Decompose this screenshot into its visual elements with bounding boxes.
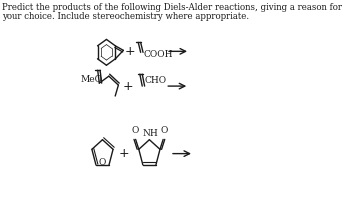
Text: COOH: COOH <box>143 50 173 59</box>
Text: O: O <box>131 126 139 136</box>
Text: Predict the products of the following Diels-Alder reactions, giving a reason for: Predict the products of the following Di… <box>2 3 342 12</box>
Text: O: O <box>160 126 168 136</box>
Text: +: + <box>122 80 133 93</box>
Text: NH: NH <box>142 129 158 138</box>
Text: CHO: CHO <box>145 76 167 85</box>
Text: your choice. Include stereochemistry where appropriate.: your choice. Include stereochemistry whe… <box>2 12 250 21</box>
Text: +: + <box>125 45 135 58</box>
Text: O: O <box>99 158 106 167</box>
Text: +: + <box>119 147 129 160</box>
Text: MeO: MeO <box>80 75 102 84</box>
